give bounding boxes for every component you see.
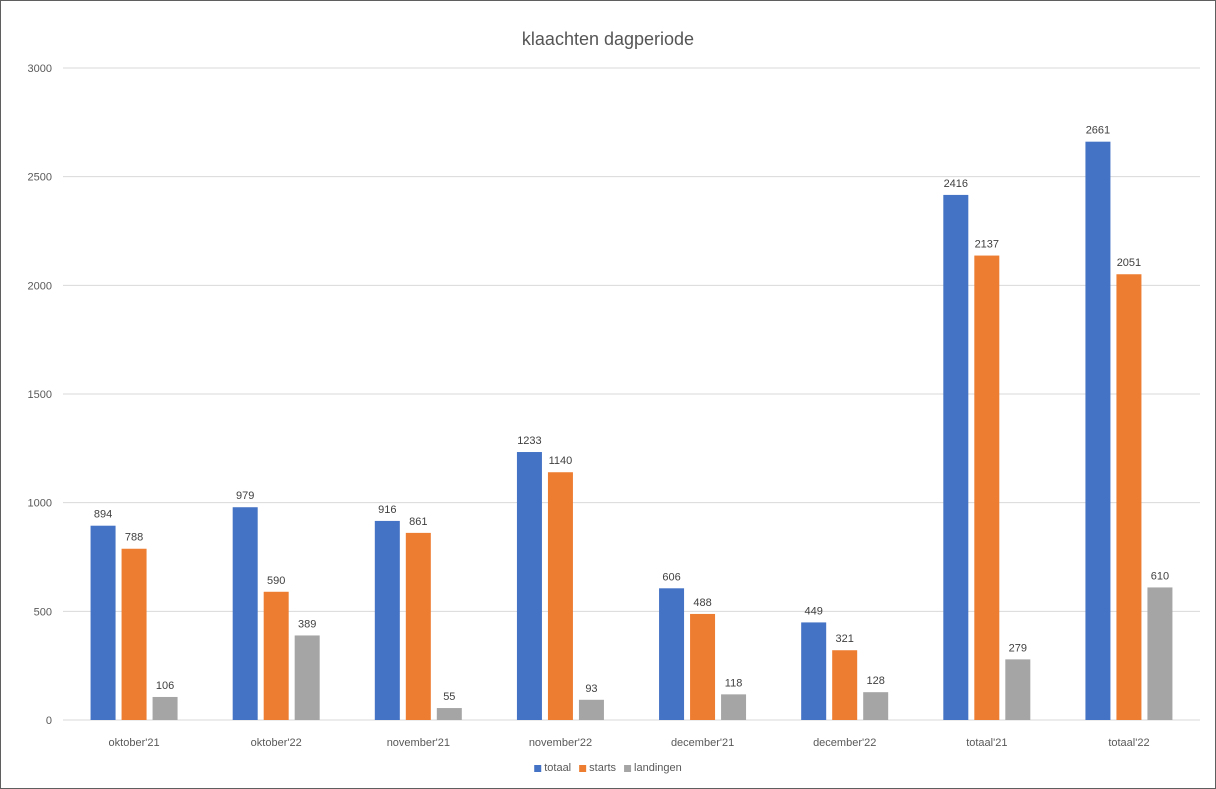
data-label-starts: 488: [693, 597, 711, 609]
legend-label-starts: starts: [589, 762, 616, 774]
bars: [90, 141, 1173, 721]
bar-starts: [974, 255, 1000, 721]
data-label-totaal: 2661: [1086, 125, 1110, 137]
y-tick-label: 2000: [28, 280, 52, 292]
bar-totaal: [516, 452, 542, 720]
data-label-landingen: 55: [443, 691, 455, 703]
bar-totaal: [232, 507, 258, 720]
bar-landingen: [294, 635, 320, 720]
bar-totaal: [801, 622, 827, 720]
bar-totaal: [659, 588, 685, 720]
data-label-totaal: 606: [662, 571, 680, 583]
bar-totaal: [1085, 141, 1111, 720]
y-tick-label: 0: [46, 715, 52, 727]
bar-landingen: [578, 699, 604, 720]
legend-swatch-totaal: [534, 765, 542, 772]
legend-swatch-landingen: [624, 765, 632, 772]
y-tick-label: 1500: [28, 389, 52, 401]
data-label-starts: 1140: [549, 455, 573, 467]
bar-totaal: [90, 525, 116, 720]
x-tick-label: december'21: [671, 737, 734, 749]
bar-starts: [121, 548, 147, 720]
y-tick-label: 500: [34, 606, 52, 618]
bar-totaal: [374, 520, 400, 720]
data-label-landingen: 389: [298, 618, 316, 630]
bar-landingen: [1005, 659, 1031, 720]
data-label-starts: 2137: [975, 239, 999, 251]
data-label-totaal: 2416: [944, 178, 968, 190]
x-tick-label: november'21: [387, 737, 450, 749]
bar-landingen: [721, 694, 747, 720]
bar-landingen: [1147, 587, 1173, 720]
x-tick-label: oktober'22: [251, 737, 302, 749]
legend-label-landingen: landingen: [634, 762, 682, 774]
x-tick-label: december'22: [813, 737, 876, 749]
x-tick-label: november'22: [529, 737, 592, 749]
data-label-landingen: 279: [1009, 642, 1027, 654]
data-label-starts: 590: [267, 575, 285, 587]
x-tick-label: totaal'21: [966, 737, 1007, 749]
data-label-starts: 321: [836, 633, 854, 645]
data-label-starts: 788: [125, 532, 143, 544]
data-label-landingen: 610: [1151, 570, 1169, 582]
data-label-totaal: 916: [378, 504, 396, 516]
data-label-starts: 2051: [1117, 257, 1141, 269]
bar-starts: [263, 591, 289, 720]
bar-starts: [547, 472, 573, 720]
data-label-landingen: 93: [585, 683, 597, 695]
chart-title: klaachten dagperiode: [522, 29, 694, 49]
x-axis-tick-labels: oktober'21 oktober'22 november'21 november'…: [109, 737, 1150, 749]
bar-starts: [832, 650, 858, 720]
data-label-totaal: 894: [94, 509, 112, 521]
data-labels: 894 788 106 979 590 389 916 861 55 1233 1140 93 606 4…: [94, 125, 1169, 703]
x-tick-label: totaal'22: [1108, 737, 1149, 749]
legend-swatch-starts: [579, 765, 587, 772]
bar-starts: [1116, 274, 1142, 720]
bar-landingen: [152, 696, 178, 720]
legend: totaal starts landingen: [534, 762, 682, 774]
bar-landingen: [436, 708, 462, 720]
data-label-totaal: 1233: [517, 435, 541, 447]
y-axis-tick-labels: 0 500 1000 1500 2000 2500 3000: [28, 63, 52, 727]
data-label-totaal: 449: [805, 605, 823, 617]
data-label-starts: 861: [409, 516, 427, 528]
x-tick-label: oktober'21: [109, 737, 160, 749]
data-label-landingen: 118: [725, 677, 743, 689]
y-tick-label: 2500: [28, 172, 52, 184]
legend-label-totaal: totaal: [544, 762, 571, 774]
y-tick-label: 1000: [28, 498, 52, 510]
bar-starts: [405, 532, 431, 720]
data-label-landingen: 106: [156, 680, 174, 692]
bar-totaal: [943, 194, 969, 720]
bar-landingen: [863, 692, 889, 720]
data-label-totaal: 979: [236, 490, 254, 502]
y-tick-label: 3000: [28, 63, 52, 75]
data-label-landingen: 128: [867, 675, 885, 687]
bar-starts: [690, 613, 716, 720]
